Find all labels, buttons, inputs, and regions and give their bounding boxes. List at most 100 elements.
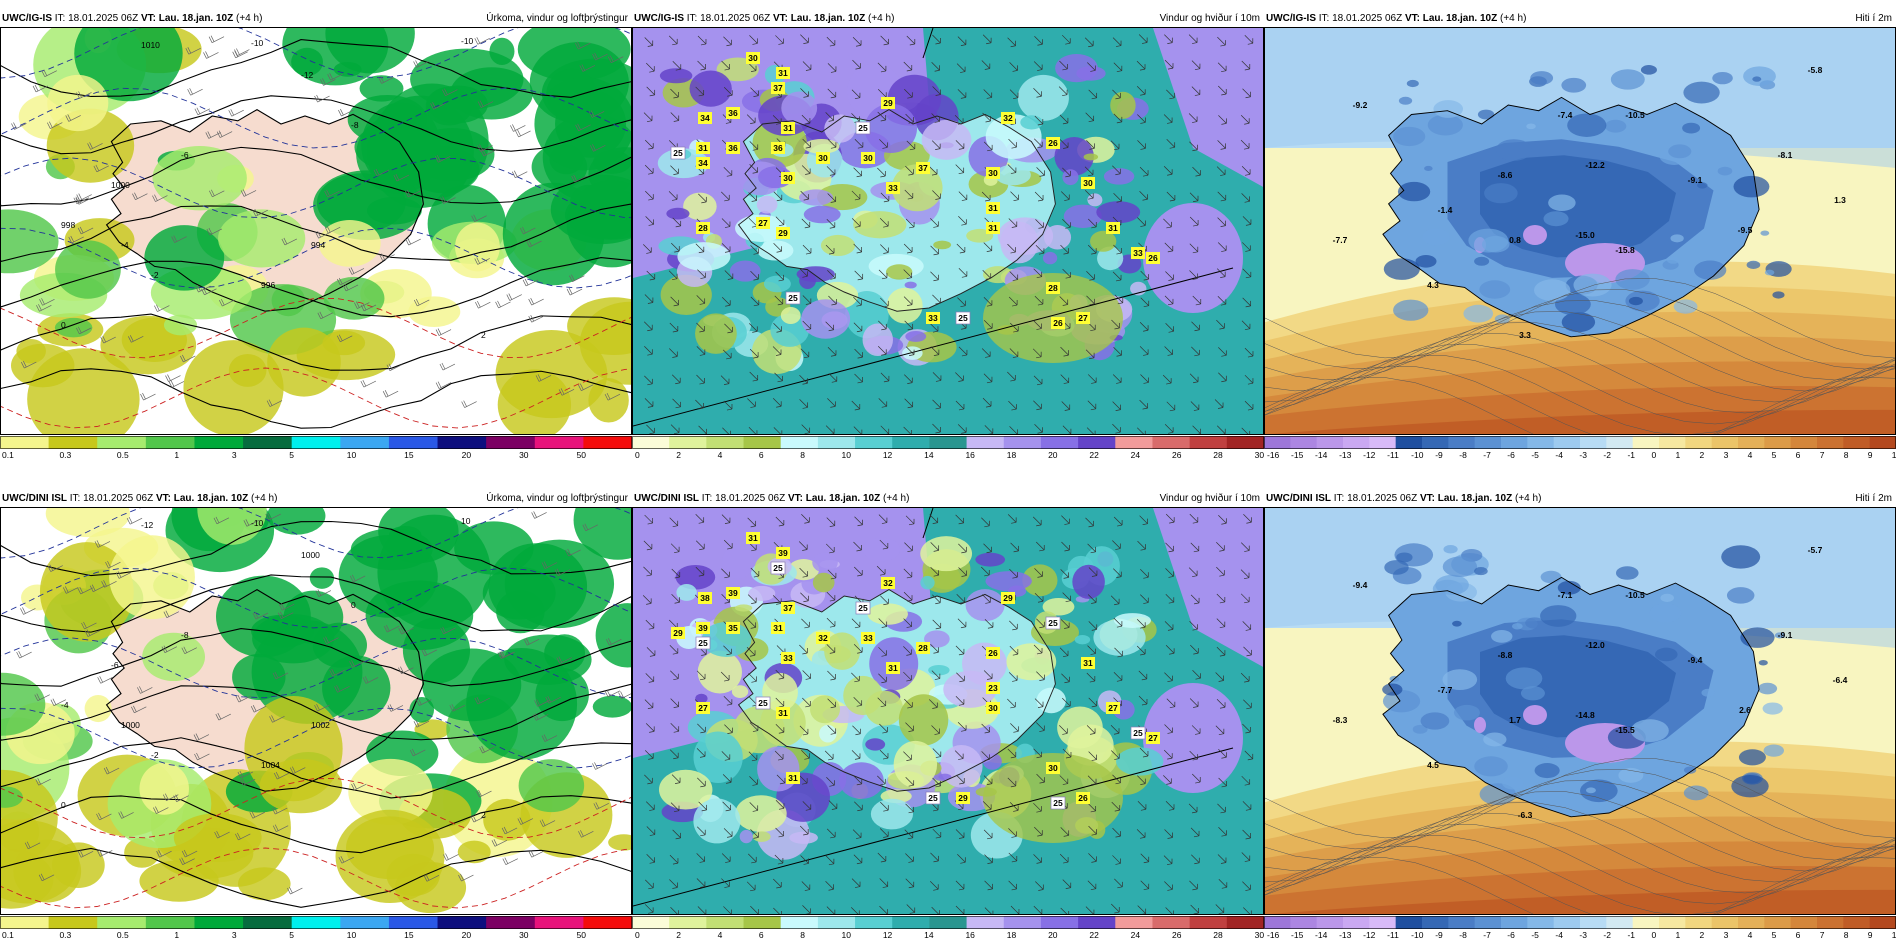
colorbar-swatch <box>1817 436 1844 449</box>
colorbar-swatch <box>1501 916 1528 929</box>
colorbar-tick-label: 50 <box>577 930 587 940</box>
temperature-label: -15.0 <box>1575 230 1595 240</box>
gust-label-box <box>781 122 795 134</box>
colorbar-swatch <box>340 916 390 929</box>
gust-label: 28 <box>1048 283 1058 293</box>
colorbar-swatch <box>1189 436 1228 449</box>
gust-label: 25 <box>758 698 768 708</box>
contour-label: -4 <box>61 700 69 710</box>
gust-label: 25 <box>1053 798 1063 808</box>
colorbar-swatch <box>486 916 536 929</box>
colorbar-tick-label: 10 <box>1892 930 1896 940</box>
gust-label: 32 <box>1003 113 1013 123</box>
colorbar-tick-label: 10 <box>347 450 357 460</box>
colorbar-swatch <box>1040 436 1079 449</box>
temperature-label: -8.1 <box>1778 150 1793 160</box>
colorbar-swatch <box>1003 916 1042 929</box>
colorbar-tick-label: 30 <box>519 450 529 460</box>
colorbar-swatch <box>632 916 670 929</box>
temperature-label: 1.3 <box>1834 195 1846 205</box>
colorbar-tick-label: -2 <box>1603 930 1611 940</box>
gust-label: 37 <box>783 603 793 613</box>
init-time: IT: 18.01.2025 06Z <box>1333 493 1418 504</box>
panel-dini-wind: UWC/DINI ISL IT: 18.01.2025 06Z VT: Lau.… <box>632 490 1264 941</box>
colorbar-swatch <box>817 436 856 449</box>
colorbar-swatch <box>340 436 390 449</box>
lead-time: (+4 h) <box>1515 493 1542 504</box>
colorbar-swatch <box>669 916 707 929</box>
gust-label-box <box>861 152 875 164</box>
colorbar-tick-label: 8 <box>800 930 805 940</box>
colorbar: 0.1 0.3 0.5 1 3 5 10 15 20 30 50 <box>0 916 632 941</box>
colorbar-tick-label: -3 <box>1579 450 1587 460</box>
colorbar-swatch <box>929 436 968 449</box>
temperature-label: -15.5 <box>1615 725 1635 735</box>
colorbar-tick-label: 9 <box>1868 450 1873 460</box>
gust-label: 30 <box>988 168 998 178</box>
temperature-label: 4.5 <box>1427 760 1439 770</box>
model-name: UWC/DINI ISL <box>2 493 67 504</box>
gust-label: 23 <box>988 683 998 693</box>
colorbar-tick-label: 0.5 <box>117 450 129 460</box>
colorbar-swatch <box>706 916 745 929</box>
colorbar-tick-label: 2 <box>676 450 681 460</box>
colorbar-swatch <box>1448 436 1476 449</box>
gust-label-box <box>771 142 785 154</box>
contour-label: -8 <box>181 630 189 640</box>
contour-label: 0 <box>351 600 356 610</box>
panel-igis-wind: UWC/IG-IS IT: 18.01.2025 06Z VT: Lau. 18… <box>632 10 1264 461</box>
colorbar-swatch <box>1152 436 1191 449</box>
contour-label: 996 <box>261 280 275 290</box>
temp-colorbar: -16 -15 -14 -13 -12 -11 -10 -9 -8 -7 -6 -5 -4 -3 -2 -1 0… <box>1264 436 1896 460</box>
gust-label: 33 <box>783 653 793 663</box>
colorbar-swatch <box>97 916 147 929</box>
temperature-label: 1.7 <box>1509 715 1521 725</box>
map-area: 31 25 37 39 38 39 39 35 31 25 25 33 33 31 29 27 25 32 31 32… <box>632 507 1264 915</box>
colorbar-swatch <box>48 916 98 929</box>
valid-time: VT: Lau. 18.jan. 10Z <box>1419 493 1513 504</box>
gust-label-box <box>816 632 830 644</box>
temperature-label: -7.7 <box>1438 685 1453 695</box>
gust-label-box <box>776 67 790 79</box>
gust-label: 26 <box>1053 318 1063 328</box>
gust-label-box <box>986 682 1000 694</box>
gust-label: 25 <box>698 638 708 648</box>
gust-label: 31 <box>888 663 898 673</box>
colorbar-swatch <box>1843 916 1871 929</box>
colorbar-tick-label: -12 <box>1363 930 1376 940</box>
temperature-label: -10.5 <box>1625 590 1645 600</box>
gust-label: 33 <box>888 183 898 193</box>
gust-label: 31 <box>748 533 758 543</box>
contour-label: 994 <box>311 240 325 250</box>
colorbar-tick-label: -14 <box>1315 930 1328 940</box>
colorbar-tick-label: -10 <box>1411 450 1424 460</box>
gust-label: 29 <box>1003 593 1013 603</box>
contour-label: 2 <box>481 810 486 820</box>
colorbar-swatch <box>0 916 50 929</box>
contour-label: 0 <box>61 800 66 810</box>
colorbar-tick-label: 14 <box>924 450 934 460</box>
gust-label: 28 <box>918 643 928 653</box>
colorbar-tick-label: -16 <box>1267 930 1280 940</box>
gust-label: 26 <box>1048 138 1058 148</box>
gust-label: 32 <box>883 578 893 588</box>
gust-label: 29 <box>673 628 683 638</box>
colorbar-swatch <box>194 436 244 449</box>
contour-label: -8 <box>351 120 359 130</box>
init-time: IT: 18.01.2025 06Z <box>1318 13 1403 24</box>
colorbar-swatch <box>583 916 632 929</box>
colorbar-swatch <box>437 916 487 929</box>
gust-label: 27 <box>1108 703 1118 713</box>
colorbar-tick-label: 14 <box>924 930 934 940</box>
gust-label-box <box>886 662 900 674</box>
contour-label: 0 <box>61 320 66 330</box>
colorbar-tick-label: 6 <box>1796 930 1801 940</box>
gust-label-box <box>786 772 800 784</box>
colorbar-tick-label: -7 <box>1483 450 1491 460</box>
colorbar-tick-label: 18 <box>1007 930 1017 940</box>
colorbar-swatch <box>1474 436 1502 449</box>
gust-label-box <box>776 547 790 559</box>
gust-label: 34 <box>698 158 708 168</box>
colorbar-swatch <box>892 916 930 929</box>
colorbar-swatch <box>1422 436 1449 449</box>
